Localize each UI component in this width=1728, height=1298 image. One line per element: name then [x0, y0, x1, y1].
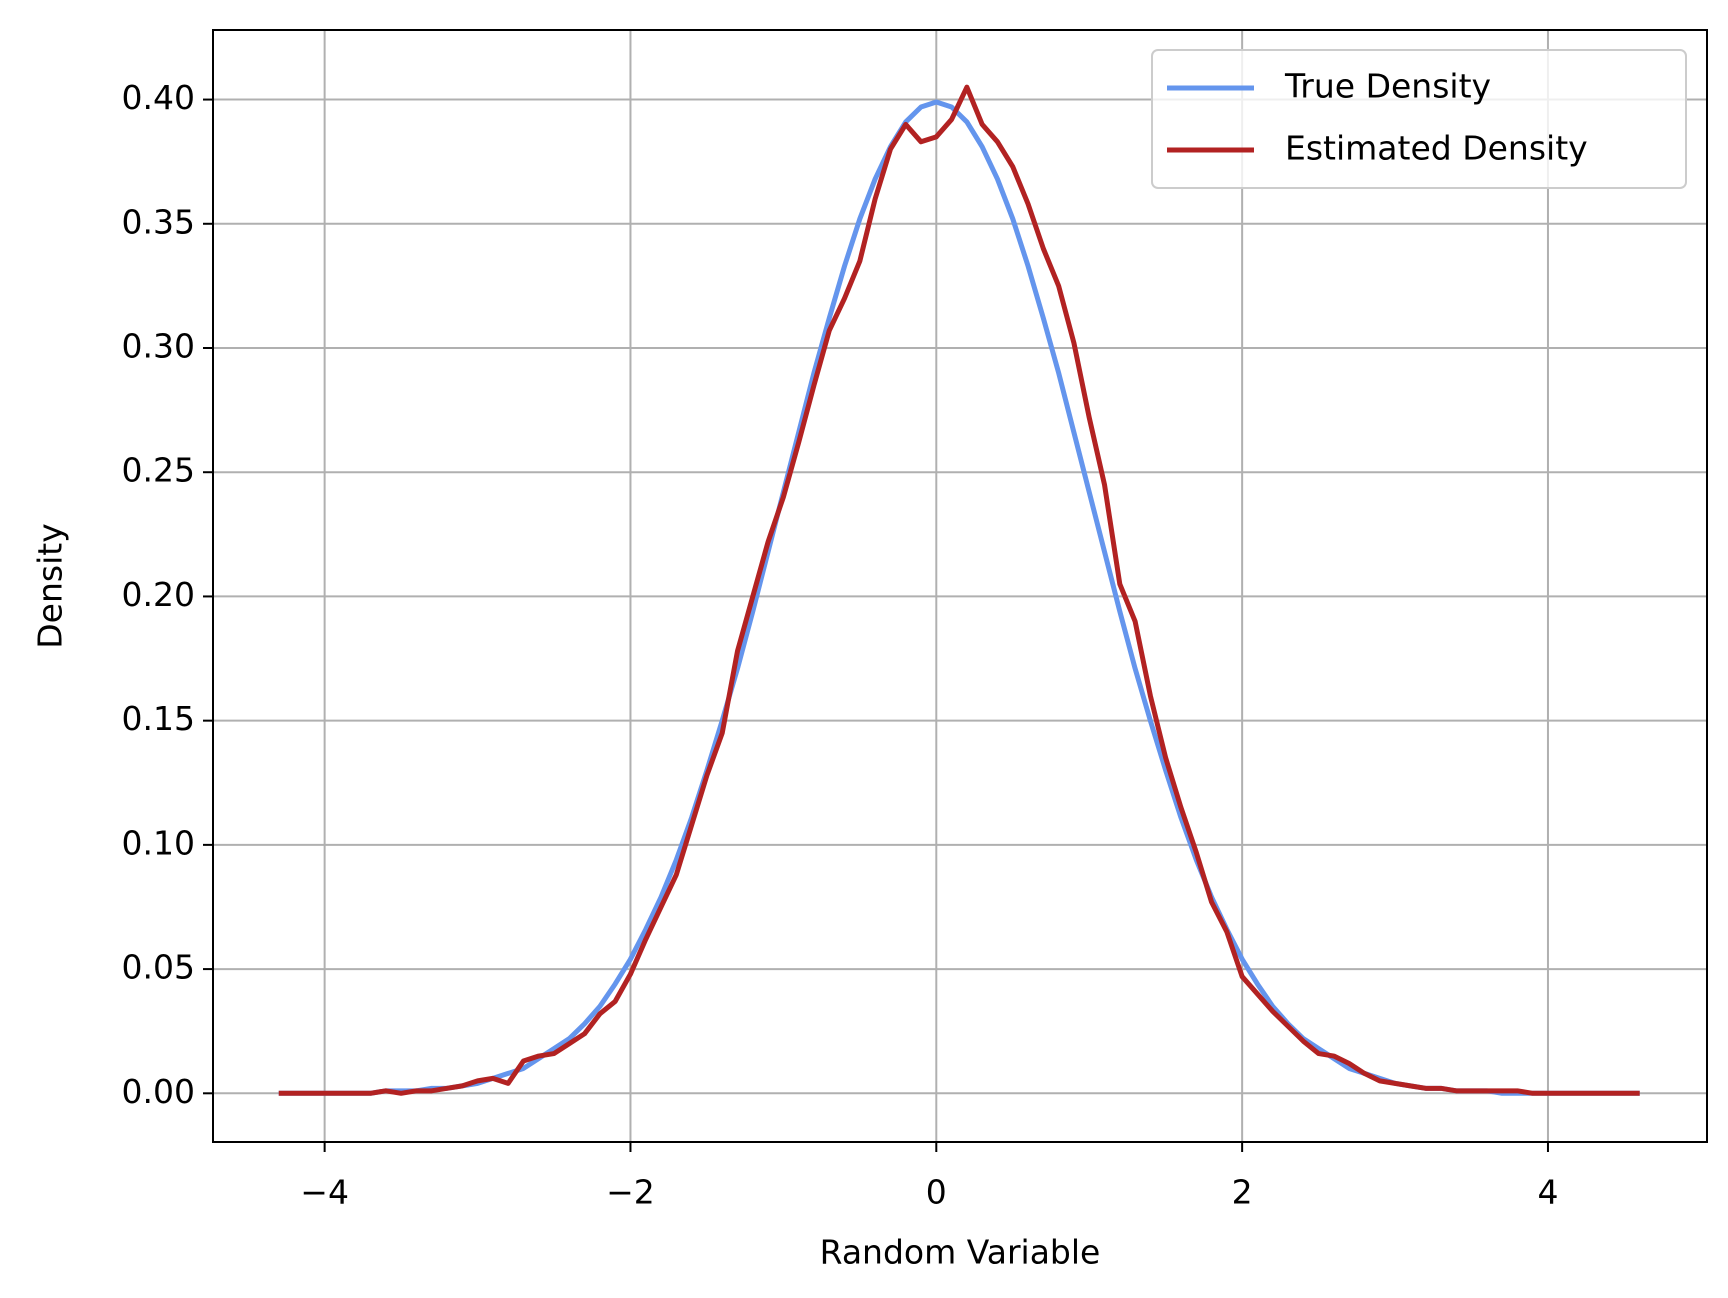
y-tick-label: 0.35	[122, 202, 195, 241]
x-tick-label: −2	[606, 1173, 655, 1212]
y-tick-label: 0.20	[122, 575, 195, 614]
x-tick-label: 0	[926, 1173, 947, 1212]
y-tick-label: 0.00	[122, 1072, 195, 1111]
plot-frame	[212, 29, 1708, 1143]
legend-label: True Density	[1284, 67, 1491, 106]
y-tick-label: 0.25	[122, 451, 195, 490]
line	[278, 99, 1640, 1096]
y-tick-label: 0.15	[122, 699, 195, 738]
y-tick-label: 0.30	[122, 326, 195, 365]
x-tick-label: 4	[1537, 1173, 1558, 1212]
y-axis-label: Density	[31, 523, 70, 648]
y-tick-label: 0.10	[122, 823, 195, 862]
x-axis-label: Random Variable	[820, 1233, 1101, 1272]
legend-label: Estimated Density	[1285, 129, 1588, 168]
line	[278, 84, 1640, 1096]
x-tick-label: 2	[1232, 1173, 1253, 1212]
x-tick-label: −4	[300, 1173, 349, 1212]
y-tick-label: 0.40	[122, 78, 195, 117]
legend-box	[1151, 49, 1687, 189]
y-tick-label: 0.05	[122, 948, 195, 987]
